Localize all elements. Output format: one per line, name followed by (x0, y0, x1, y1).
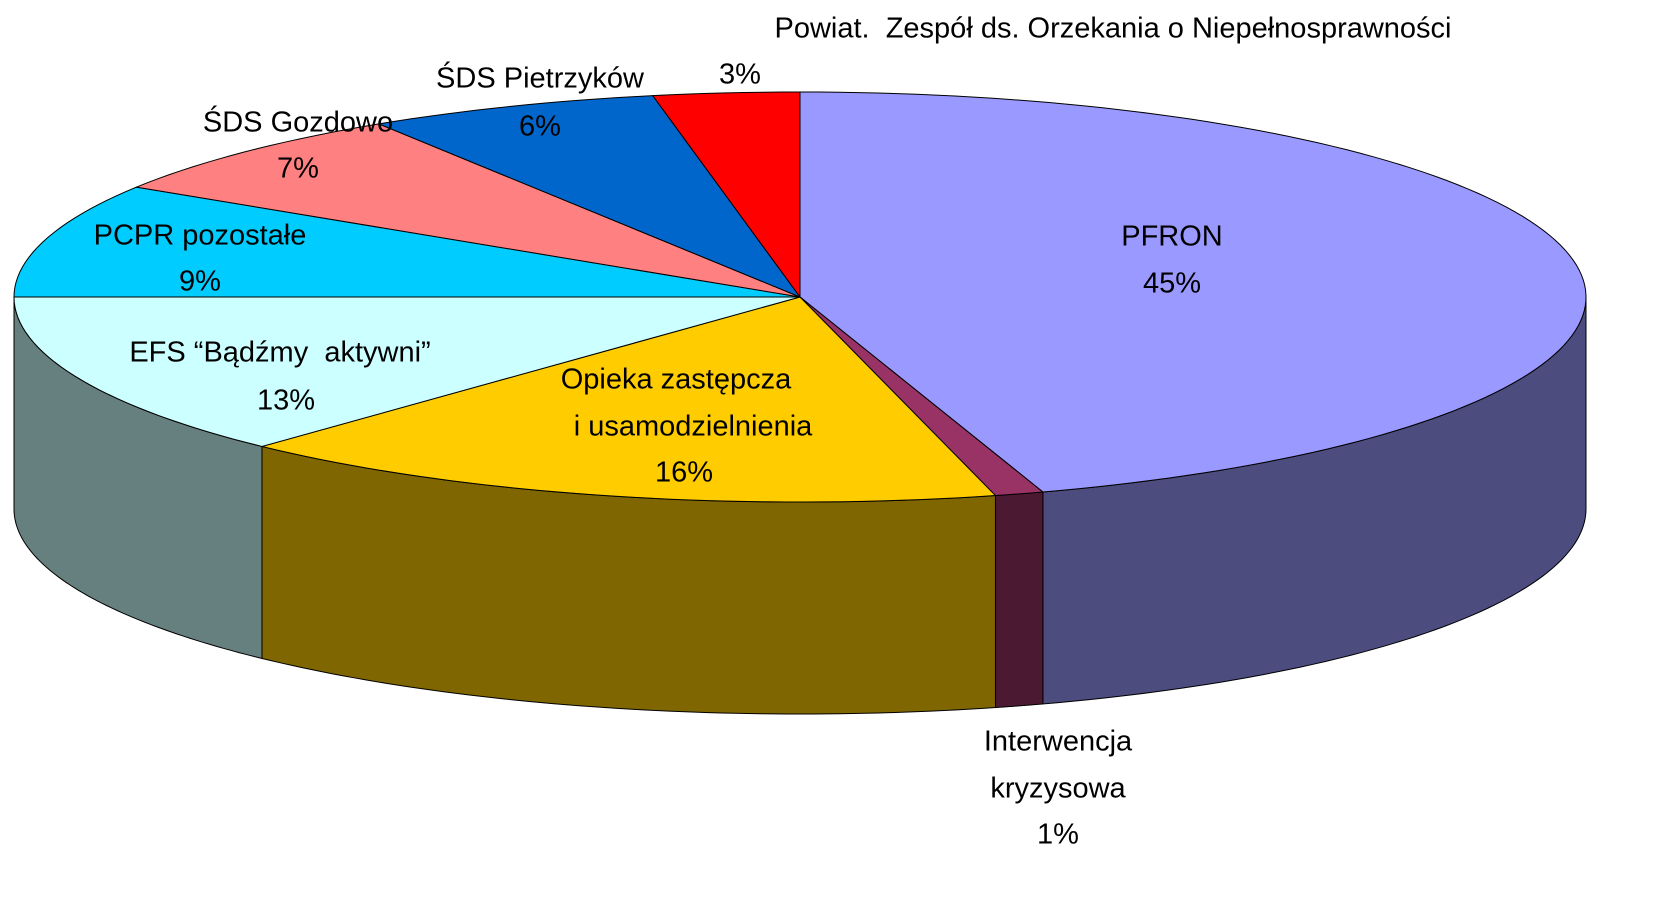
slice-label: Interwencja (984, 726, 1133, 758)
slice (799, 91, 1587, 493)
value-label: 1% (1037, 819, 1079, 851)
value-label: 3% (719, 59, 761, 91)
slice (13, 186, 801, 298)
slice-label: EFS “Bądźmy aktywni” (129, 337, 430, 369)
value-label: 13% (257, 385, 315, 417)
slice-label: kryzysowa (990, 773, 1126, 805)
slice (651, 91, 801, 299)
value-label: 9% (179, 266, 221, 298)
slice-label: Powiat. Zespół ds. Orzekania o Niepełnos… (775, 13, 1452, 45)
slice (261, 296, 997, 503)
slice-label: PFRON (1121, 221, 1223, 253)
slice-label: ŚDS Pietrzyków (436, 61, 645, 95)
value-label: 16% (655, 457, 713, 489)
value-label: 45% (1143, 268, 1201, 300)
slice-label: i usamodzielnienia (566, 411, 814, 443)
value-label: 7% (277, 153, 319, 185)
slice-label: Opieka zastępcza (561, 364, 792, 396)
slice (377, 95, 802, 299)
slice-label: PCPR pozostałe (94, 220, 307, 252)
slice (134, 123, 801, 298)
value-label: 6% (519, 111, 561, 143)
slice (13, 296, 801, 447)
slice-label: ŚDS Gozdowo (203, 105, 393, 139)
slice-side (994, 491, 1044, 709)
